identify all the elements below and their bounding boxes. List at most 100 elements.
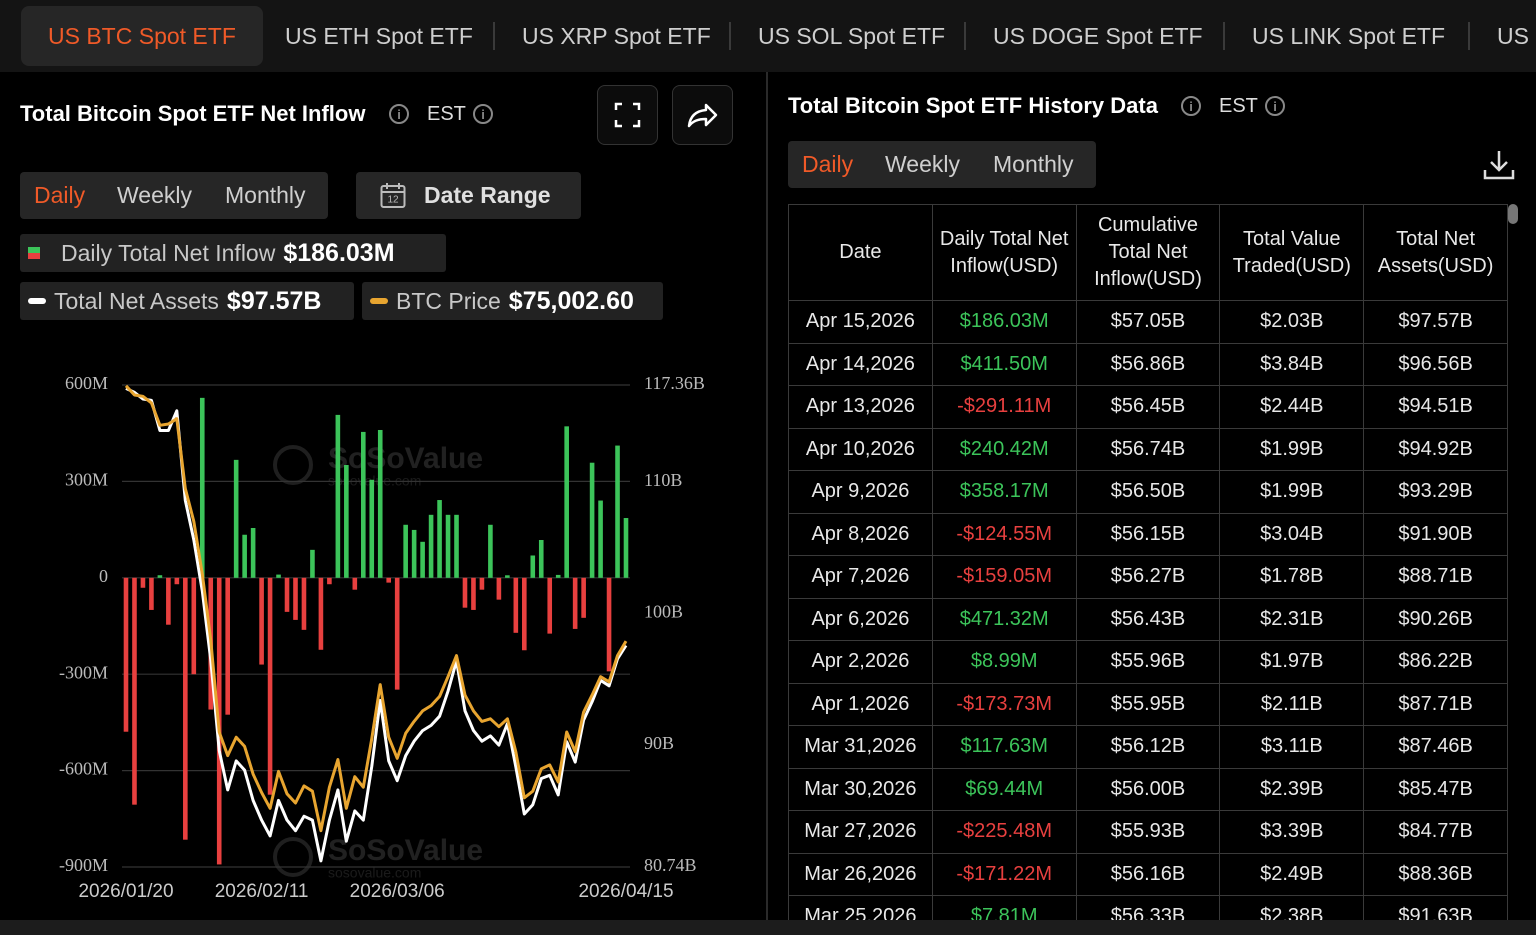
- bar: [267, 577, 273, 795]
- scrollbar[interactable]: [1508, 204, 1518, 224]
- legend-entry: Total Net Assets $97.57B: [54, 282, 321, 320]
- tab-separator: [493, 22, 495, 50]
- bar: [242, 534, 247, 578]
- table-row[interactable]: Apr 9,2026 $358.17M $56.50B $1.99B $93.29B: [788, 470, 1508, 514]
- table-cell: $69.44M: [931, 767, 1077, 811]
- table-cell: $86.22B: [1363, 640, 1508, 684]
- period-tab[interactable]: Daily: [34, 182, 86, 208]
- table-cell: $2.49B: [1219, 852, 1365, 896]
- period-tab[interactable]: Weekly: [885, 151, 960, 177]
- bar: [403, 524, 408, 578]
- table-row[interactable]: Apr 13,2026 -$291.11M $56.45B $2.44B $94.51B: [788, 385, 1508, 429]
- table-cell: $186.03M: [931, 300, 1077, 344]
- y-tick-label: -600M: [59, 759, 108, 779]
- legend-swatch: [28, 298, 46, 304]
- table-row[interactable]: Apr 15,2026 $186.03M $57.05B $2.03B $97.57B: [788, 300, 1508, 344]
- table-cell: Apr 6,2026: [788, 597, 933, 641]
- table-cell: $117.63M: [931, 725, 1077, 769]
- fullscreen-icon: [614, 102, 641, 128]
- bar: [318, 577, 324, 650]
- table-cell: $2.11B: [1219, 682, 1365, 726]
- date-range-label: Date Range: [424, 182, 551, 208]
- table-row[interactable]: Apr 7,2026 -$159.05M $56.27B $1.78B $88.71B: [788, 555, 1508, 599]
- tab[interactable]: US BTC Spot ETF: [21, 6, 263, 66]
- table-row[interactable]: Mar 30,2026 $69.44M $56.00B $2.39B $85.47B: [788, 767, 1508, 811]
- table-cell: $56.86B: [1075, 342, 1221, 386]
- table-row[interactable]: Mar 27,2026 -$225.48M $55.93B $3.39B $84.77B: [788, 810, 1508, 854]
- table-cell: $3.04B: [1219, 512, 1365, 556]
- table-cell: $55.93B: [1075, 810, 1221, 854]
- table-cell: $2.31B: [1219, 597, 1365, 641]
- legend-swatch: [28, 247, 40, 253]
- bar: [199, 397, 205, 578]
- timezone: EST: [427, 103, 466, 125]
- info-icon[interactable]: i: [1265, 96, 1285, 116]
- info-icon[interactable]: i: [1181, 96, 1201, 116]
- table-row[interactable]: Apr 2,2026 $8.99M $55.96B $1.97B $86.22B: [788, 640, 1508, 684]
- chart: SoSoValuesosovalue.comSoSoValuesosovalue…: [59, 373, 705, 902]
- date-range-button[interactable]: 12 Date Range: [356, 172, 581, 219]
- download-button[interactable]: [1482, 148, 1516, 182]
- tab[interactable]: US: [1497, 23, 1529, 49]
- bar: [166, 577, 171, 625]
- table-cell: Mar 27,2026: [788, 810, 933, 854]
- table-cell: $94.92B: [1363, 427, 1508, 471]
- table-cell: $3.11B: [1219, 725, 1365, 769]
- y-tick-label: 300M: [65, 470, 108, 490]
- fullscreen-button[interactable]: [597, 85, 658, 145]
- table-cell: $2.03B: [1219, 300, 1365, 344]
- info-icon[interactable]: i: [473, 104, 493, 124]
- table-row[interactable]: Apr 8,2026 -$124.55M $56.15B $3.04B $91.90B: [788, 512, 1508, 556]
- table-cell: $2.44B: [1219, 385, 1365, 429]
- tab-separator: [729, 22, 731, 50]
- bar: [513, 577, 519, 633]
- legend-label: Daily Total Net Inflow: [61, 240, 276, 266]
- info-icon[interactable]: i: [389, 104, 409, 124]
- period-tab[interactable]: Daily: [802, 151, 854, 177]
- y2-tick-label: 117.36B: [644, 373, 705, 393]
- table-cell: $56.12B: [1075, 725, 1221, 769]
- table-cell: $2.38B: [1219, 895, 1365, 920]
- timezone: EST: [1219, 95, 1258, 117]
- tab[interactable]: US XRP Spot ETF: [522, 23, 711, 49]
- tab[interactable]: US DOGE Spot ETF: [993, 23, 1203, 49]
- footer-bar: [0, 920, 1536, 935]
- bar: [250, 527, 256, 578]
- history-table: Date Daily Total Net Inflow(USD) Cumulativ…: [788, 204, 1508, 920]
- watermark-logo: [273, 445, 313, 485]
- table-cell: $57.05B: [1075, 300, 1221, 344]
- bar: [394, 577, 400, 690]
- table-row[interactable]: Apr 6,2026 $471.32M $56.43B $2.31B $90.26B: [788, 597, 1508, 641]
- y-tick-label: -300M: [59, 662, 108, 682]
- bar: [488, 524, 493, 578]
- table-cell: -$173.73M: [931, 682, 1077, 726]
- share-button[interactable]: [672, 85, 733, 145]
- column-header: Daily Total Net Inflow(USD): [931, 204, 1077, 301]
- table-cell: Mar 25,2026: [788, 895, 933, 920]
- bar: [437, 500, 442, 578]
- bar: [564, 426, 569, 578]
- chart-title: Total Bitcoin Spot ETF Net Inflow: [20, 101, 366, 126]
- period-tab[interactable]: Monthly: [993, 151, 1074, 177]
- table-row[interactable]: Mar 31,2026 $117.63M $56.12B $3.11B $87.46B: [788, 725, 1508, 769]
- table-row[interactable]: Mar 26,2026 -$171.22M $56.16B $2.49B $88.36B: [788, 852, 1508, 896]
- table-row[interactable]: Apr 1,2026 -$173.73M $55.95B $2.11B $87.71B: [788, 682, 1508, 726]
- table-row[interactable]: Mar 25,2026 $7.81M $56.33B $2.38B $91.63B: [788, 895, 1508, 920]
- bar: [233, 459, 239, 578]
- table-cell: -$171.22M: [931, 852, 1077, 896]
- table-row[interactable]: Apr 14,2026 $411.50M $56.86B $3.84B $96.56B: [788, 342, 1508, 386]
- table-cell: $56.50B: [1075, 470, 1221, 514]
- tab[interactable]: US LINK Spot ETF: [1252, 23, 1446, 49]
- watermark-sub: sosovalue.com: [328, 473, 421, 489]
- table-cell: Apr 14,2026: [788, 342, 933, 386]
- table-row[interactable]: Apr 10,2026 $240.42M $56.74B $1.99B $94.92B: [788, 427, 1508, 471]
- table-cell: Mar 26,2026: [788, 852, 933, 896]
- tab[interactable]: US SOL Spot ETF: [758, 23, 946, 49]
- table-cell: $94.51B: [1363, 385, 1508, 429]
- table-cell: Apr 2,2026: [788, 640, 933, 684]
- period-tab[interactable]: Weekly: [117, 182, 192, 208]
- tab[interactable]: US ETH Spot ETF: [285, 23, 473, 49]
- table: Date Daily Total Net Inflow(USD) Cumulativ…: [788, 204, 1508, 920]
- period-tab[interactable]: Monthly: [225, 182, 306, 208]
